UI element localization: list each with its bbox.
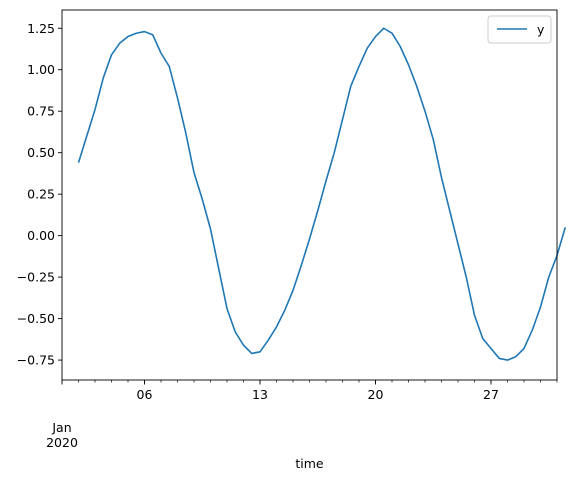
axes-frame [61, 9, 558, 381]
y-tick-label: −0.25 [17, 270, 55, 285]
y-tick-label: −0.50 [17, 311, 55, 326]
y-tick-label: −0.75 [17, 353, 55, 368]
legend-label-y: y [537, 22, 545, 37]
x-secondary-month-label: Jan [51, 420, 71, 435]
series-line-y [77, 27, 567, 361]
x-tick-label: 13 [252, 387, 268, 402]
y-tick-label: 0.00 [27, 228, 55, 243]
x-axis-label: time [295, 456, 324, 471]
x-tick-label: 06 [137, 387, 153, 402]
x-tick-label: 27 [483, 387, 499, 402]
y-tick-label: 0.75 [27, 104, 55, 119]
plot-area [77, 27, 567, 361]
y-tick-label: 0.25 [27, 187, 55, 202]
x-axis: 06 13 20 27 [61, 380, 558, 402]
y-tick-label: 0.50 [27, 145, 55, 160]
y-axis: −0.75 −0.50 −0.25 0.00 0.25 0.50 0.75 1.00 1.25 [17, 21, 62, 368]
x-tick-label: 20 [368, 387, 384, 402]
x-secondary-year-label: 2020 [46, 435, 78, 450]
y-tick-label: 1.00 [27, 62, 55, 77]
y-tick-label: 1.25 [27, 21, 55, 36]
legend: y [487, 15, 552, 44]
